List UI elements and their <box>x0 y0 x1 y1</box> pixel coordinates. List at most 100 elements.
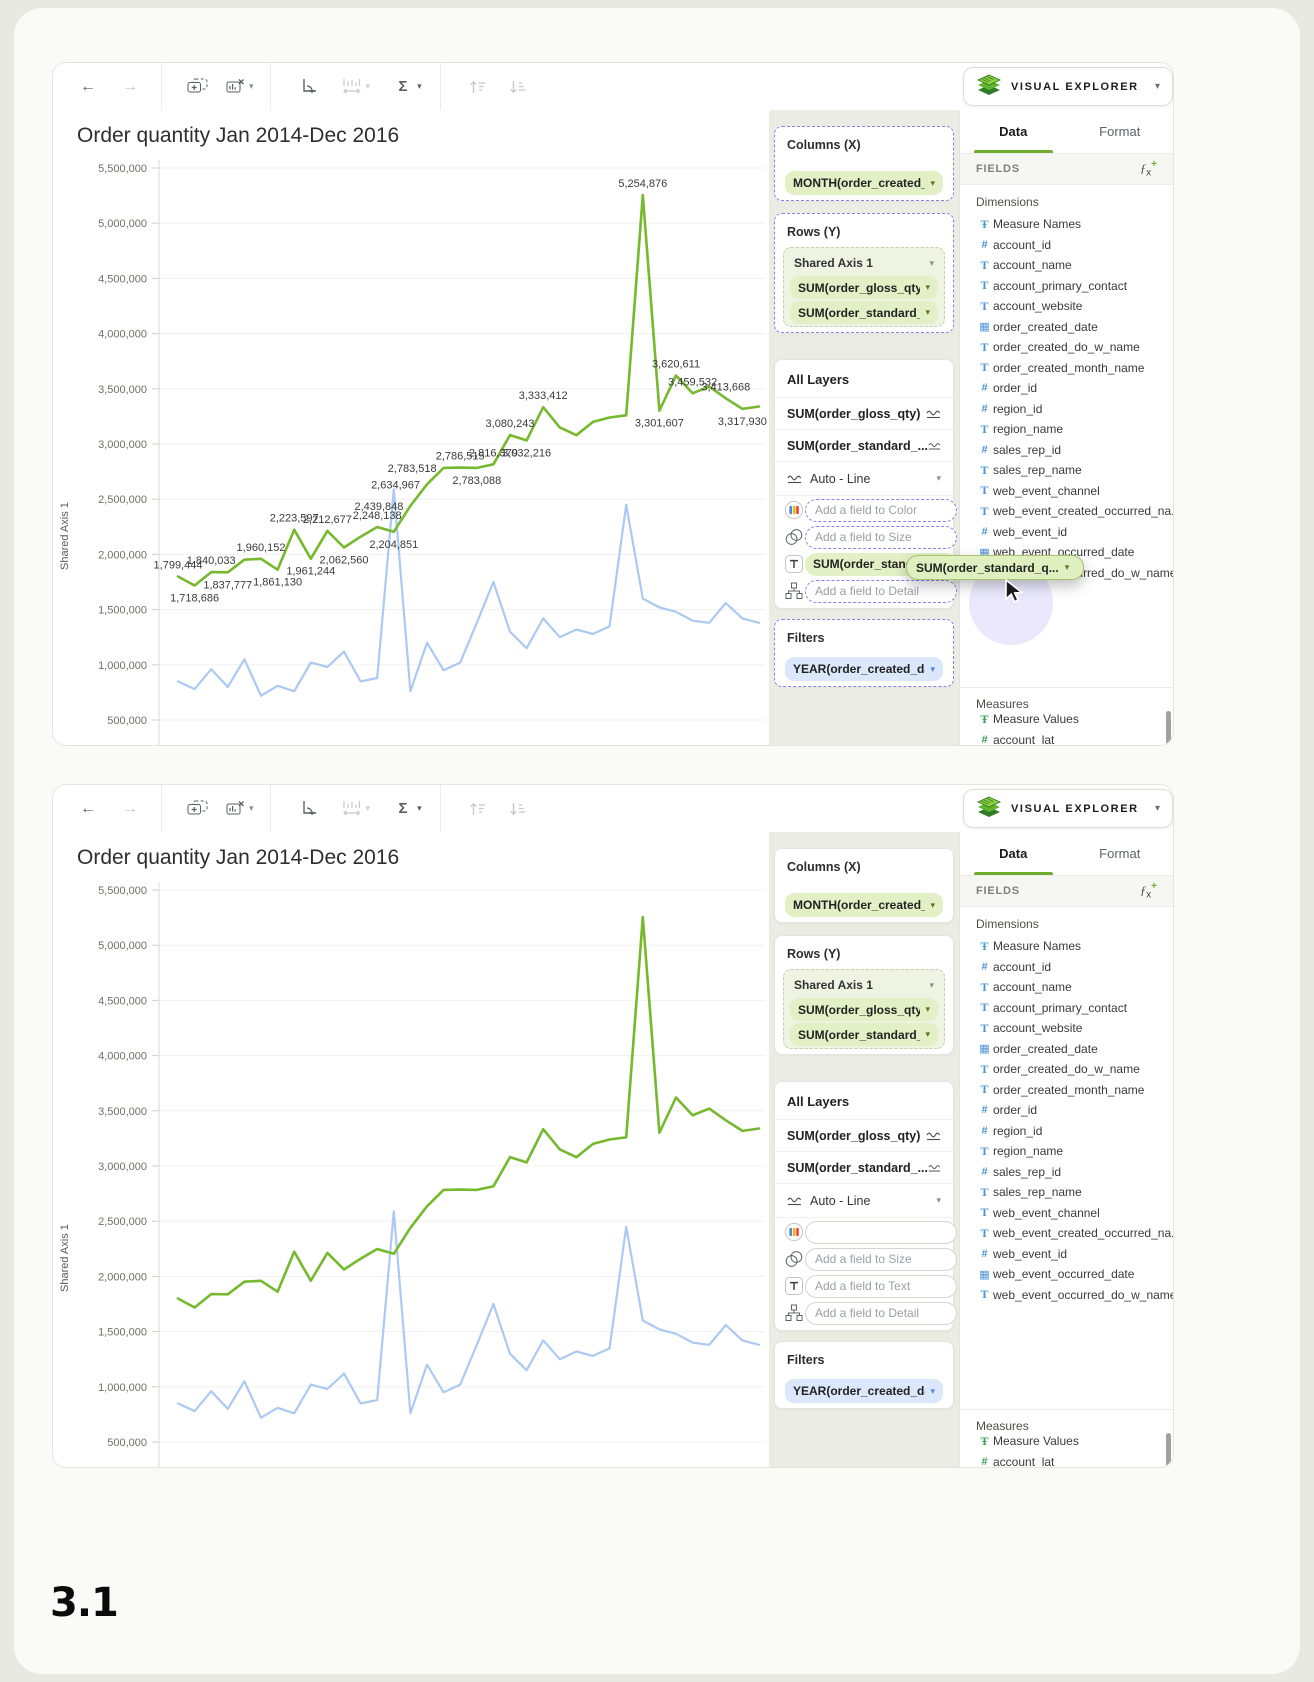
field-row[interactable]: account_id <box>960 957 1173 978</box>
field-row[interactable]: region_name <box>960 419 1173 440</box>
field-row[interactable]: web_event_occurred_do_w_name <box>960 1285 1173 1306</box>
field-row[interactable]: account_website <box>960 1018 1173 1039</box>
swap-axes-icon[interactable] <box>297 72 319 102</box>
field-row[interactable]: web_event_id <box>960 1244 1173 1265</box>
columns-pill[interactable]: MONTH(order_created_d... ▾ <box>785 893 943 917</box>
field-row[interactable]: account_primary_contact <box>960 276 1173 297</box>
layer-row-gloss[interactable]: SUM(order_gloss_qty) <box>775 398 953 430</box>
field-row[interactable]: order_created_do_w_name <box>960 1059 1173 1080</box>
field-row[interactable]: account_id <box>960 235 1173 256</box>
new-card-icon[interactable] <box>186 794 208 824</box>
field-row[interactable]: web_event_created_occurred_na... <box>960 1223 1173 1244</box>
size-placeholder[interactable]: Add a field to Size <box>805 1247 957 1271</box>
rows-shelf[interactable]: Rows (Y) Shared Axis 1 ▾ SUM(order_gloss… <box>774 213 954 333</box>
field-row[interactable]: order_created_do_w_name <box>960 337 1173 358</box>
field-row[interactable]: order_created_month_name <box>960 358 1173 379</box>
create-calculation-icon[interactable]: ƒx+ <box>1140 881 1157 901</box>
field-row[interactable]: Measure Values <box>960 1431 1173 1452</box>
sort-ascending-icon[interactable] <box>467 72 489 102</box>
field-row[interactable]: region_id <box>960 399 1173 420</box>
new-card-icon[interactable] <box>186 72 208 102</box>
color-placeholder[interactable] <box>805 1220 957 1244</box>
tab-data[interactable]: Data <box>960 110 1067 153</box>
field-row[interactable]: account_name <box>960 977 1173 998</box>
field-row[interactable]: web_event_id <box>960 522 1173 543</box>
layer-row-standard[interactable]: SUM(order_standard_... <box>775 1152 953 1184</box>
columns-pill[interactable]: MONTH(order_created_d... ▾ <box>785 171 943 195</box>
bar-width-chevron-icon[interactable]: ▾ <box>365 803 371 813</box>
detail-placeholder[interactable]: Add a field to Detail <box>805 579 957 603</box>
create-calculation-icon[interactable]: ƒx+ <box>1140 159 1157 179</box>
text-placeholder[interactable]: Add a field to Text <box>805 1274 957 1298</box>
sort-ascending-icon[interactable] <box>467 794 489 824</box>
field-row[interactable]: Measure Names <box>960 936 1173 957</box>
field-row[interactable]: order_created_date <box>960 1039 1173 1060</box>
field-row[interactable]: sales_rep_name <box>960 460 1173 481</box>
rows-pill-gloss[interactable]: SUM(order_gloss_qty) ▾ <box>790 998 938 1021</box>
field-row[interactable]: order_created_month_name <box>960 1080 1173 1101</box>
mark-type-dropdown[interactable]: Auto - Line ▾ <box>775 1184 953 1218</box>
sidebar-scrollbar[interactable] <box>1166 711 1171 745</box>
shared-axis-group[interactable]: Shared Axis 1 ▾ SUM(order_gloss_qty) ▾ S… <box>783 969 945 1049</box>
tab-data[interactable]: Data <box>960 832 1067 875</box>
field-row[interactable]: region_name <box>960 1141 1173 1162</box>
filters-shelf[interactable]: Filters YEAR(order_created_date) ▾ <box>774 1341 954 1409</box>
aggregate-chevron-icon[interactable]: ▾ <box>417 81 422 91</box>
field-row[interactable]: order_id <box>960 378 1173 399</box>
field-row[interactable]: account_website <box>960 296 1173 317</box>
color-placeholder[interactable]: Add a field to Color <box>805 498 957 522</box>
tab-format[interactable]: Format <box>1099 846 1141 861</box>
swap-axes-icon[interactable] <box>297 794 319 824</box>
rows-shelf[interactable]: Rows (Y) Shared Axis 1 ▾ SUM(order_gloss… <box>774 935 954 1055</box>
field-row[interactable]: account_lat <box>960 1452 1173 1467</box>
field-row[interactable]: sales_rep_name <box>960 1182 1173 1203</box>
field-row[interactable]: region_id <box>960 1121 1173 1142</box>
line-chart[interactable]: 5,500,000 5,000,000 4,500,000 4,000,000 3,50… <box>53 148 769 746</box>
layer-row-gloss[interactable]: SUM(order_gloss_qty) <box>775 1120 953 1152</box>
remove-card-icon[interactable] <box>224 72 246 102</box>
size-placeholder[interactable]: Add a field to Size <box>805 525 957 549</box>
field-row[interactable]: sales_rep_id <box>960 1162 1173 1183</box>
field-row[interactable]: account_primary_contact <box>960 998 1173 1019</box>
visual-explorer-button[interactable]: VISUAL EXPLORER ▾ <box>963 67 1173 106</box>
dragged-pill[interactable]: SUM(order_standard_q... ▾ <box>906 555 1084 580</box>
filter-pill[interactable]: YEAR(order_created_date) ▾ <box>785 657 943 681</box>
bar-width-chevron-icon[interactable]: ▾ <box>365 81 371 91</box>
aggregate-sigma-icon[interactable]: Σ <box>398 78 408 95</box>
sort-descending-icon[interactable] <box>507 72 529 102</box>
field-row[interactable]: order_created_date <box>960 317 1173 338</box>
remove-card-chevron-icon[interactable]: ▾ <box>249 803 254 813</box>
field-row[interactable]: Measure Names <box>960 214 1173 235</box>
field-row[interactable]: order_id <box>960 1100 1173 1121</box>
rows-pill-gloss[interactable]: SUM(order_gloss_qty) ▾ <box>790 276 938 299</box>
sidebar-scrollbar[interactable] <box>1166 1433 1171 1467</box>
tab-format[interactable]: Format <box>1099 124 1141 139</box>
columns-shelf[interactable]: Columns (X) MONTH(order_created_d... ▾ <box>774 848 954 923</box>
mark-type-dropdown[interactable]: Auto - Line ▾ <box>775 462 953 496</box>
field-row[interactable]: web_event_channel <box>960 481 1173 502</box>
aggregate-chevron-icon[interactable]: ▾ <box>417 803 422 813</box>
forward-icon[interactable]: → <box>122 77 138 95</box>
rows-pill-standard[interactable]: SUM(order_standard_qty) ▾ <box>790 1023 938 1046</box>
field-row[interactable]: web_event_created_occurred_na... <box>960 501 1173 522</box>
field-row[interactable]: sales_rep_id <box>960 440 1173 461</box>
back-icon[interactable]: ← <box>80 799 96 817</box>
shared-axis-group[interactable]: Shared Axis 1 ▾ SUM(order_gloss_qty) ▾ S… <box>783 247 945 327</box>
filter-pill[interactable]: YEAR(order_created_date) ▾ <box>785 1379 943 1403</box>
layer-row-standard[interactable]: SUM(order_standard_... <box>775 430 953 462</box>
remove-card-chevron-icon[interactable]: ▾ <box>249 81 254 91</box>
aggregate-sigma-icon[interactable]: Σ <box>398 800 408 817</box>
field-row[interactable]: web_event_occurred_date <box>960 1264 1173 1285</box>
forward-icon[interactable]: → <box>122 799 138 817</box>
field-row[interactable]: Measure Values <box>960 709 1173 730</box>
field-row[interactable]: account_lat <box>960 730 1173 745</box>
detail-placeholder[interactable]: Add a field to Detail <box>805 1301 957 1325</box>
filters-shelf[interactable]: Filters YEAR(order_created_date) ▾ <box>774 619 954 687</box>
sort-descending-icon[interactable] <box>507 794 529 824</box>
line-chart[interactable]: 5,500,000 5,000,000 4,500,000 4,000,000 3,50… <box>53 870 769 1468</box>
field-row[interactable]: web_event_channel <box>960 1203 1173 1224</box>
columns-shelf[interactable]: Columns (X) MONTH(order_created_d... ▾ <box>774 126 954 201</box>
back-icon[interactable]: ← <box>80 77 96 95</box>
field-row[interactable]: account_name <box>960 255 1173 276</box>
bar-width-icon[interactable] <box>341 72 363 102</box>
